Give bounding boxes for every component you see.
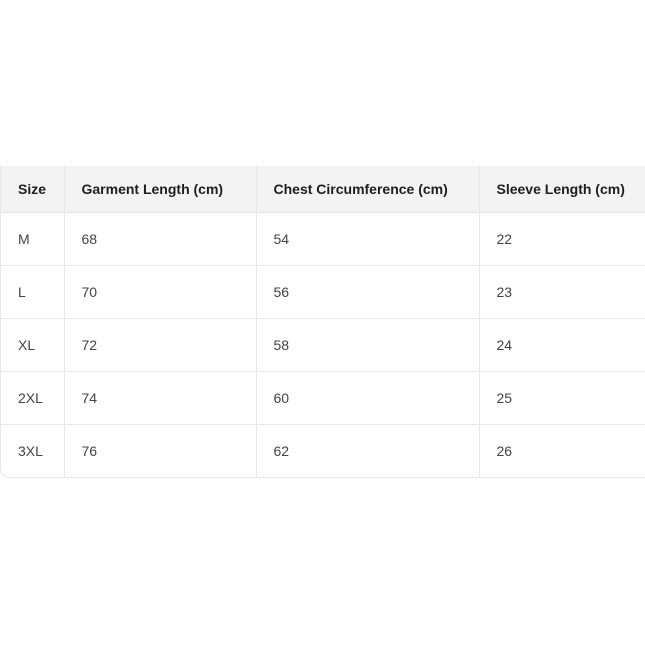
cell-garment-length: 72 — [63, 318, 256, 372]
cell-garment-length: 74 — [63, 371, 256, 425]
table-row: XL 72 58 24 — [1, 318, 645, 372]
table-row: 3XL 76 62 26 — [1, 424, 645, 477]
header-chest-circumference: Chest Circumference (cm) — [255, 166, 479, 213]
cell-chest-circumference: 60 — [255, 371, 479, 425]
table-row: L 70 56 23 — [1, 265, 645, 319]
header-sleeve-length: Sleeve Length (cm) — [478, 166, 645, 213]
cell-sleeve-length: 22 — [478, 212, 645, 266]
cell-chest-circumference: 62 — [255, 424, 479, 477]
table-row: M 68 54 22 — [1, 212, 645, 266]
cell-size: M — [1, 212, 64, 266]
header-row: Size Garment Length (cm) Chest Circumfer… — [1, 166, 645, 213]
cell-sleeve-length: 26 — [478, 424, 645, 477]
cell-sleeve-length: 25 — [478, 371, 645, 425]
cell-garment-length: 68 — [63, 212, 256, 266]
cell-sleeve-length: 24 — [478, 318, 645, 372]
cell-chest-circumference: 56 — [255, 265, 479, 319]
cell-size: L — [1, 265, 64, 319]
table-row: 2XL 74 60 25 — [1, 371, 645, 425]
cell-size: 3XL — [18, 443, 43, 459]
cell-chest-circumference: 54 — [255, 212, 479, 266]
cell-garment-length: 70 — [63, 265, 256, 319]
size-chart-table: Size Garment Length (cm) Chest Circumfer… — [1, 166, 645, 477]
header-size: Size — [1, 166, 64, 213]
cell-size: XL — [1, 318, 64, 372]
header-garment-length: Garment Length (cm) — [63, 166, 256, 213]
cell-garment-length: 76 — [63, 424, 256, 477]
cell-chest-circumference: 58 — [255, 318, 479, 372]
size-chart-table-container: Size Garment Length (cm) Chest Circumfer… — [0, 166, 645, 478]
cell-size: 2XL — [1, 371, 64, 425]
cell-sleeve-length: 23 — [478, 265, 645, 319]
